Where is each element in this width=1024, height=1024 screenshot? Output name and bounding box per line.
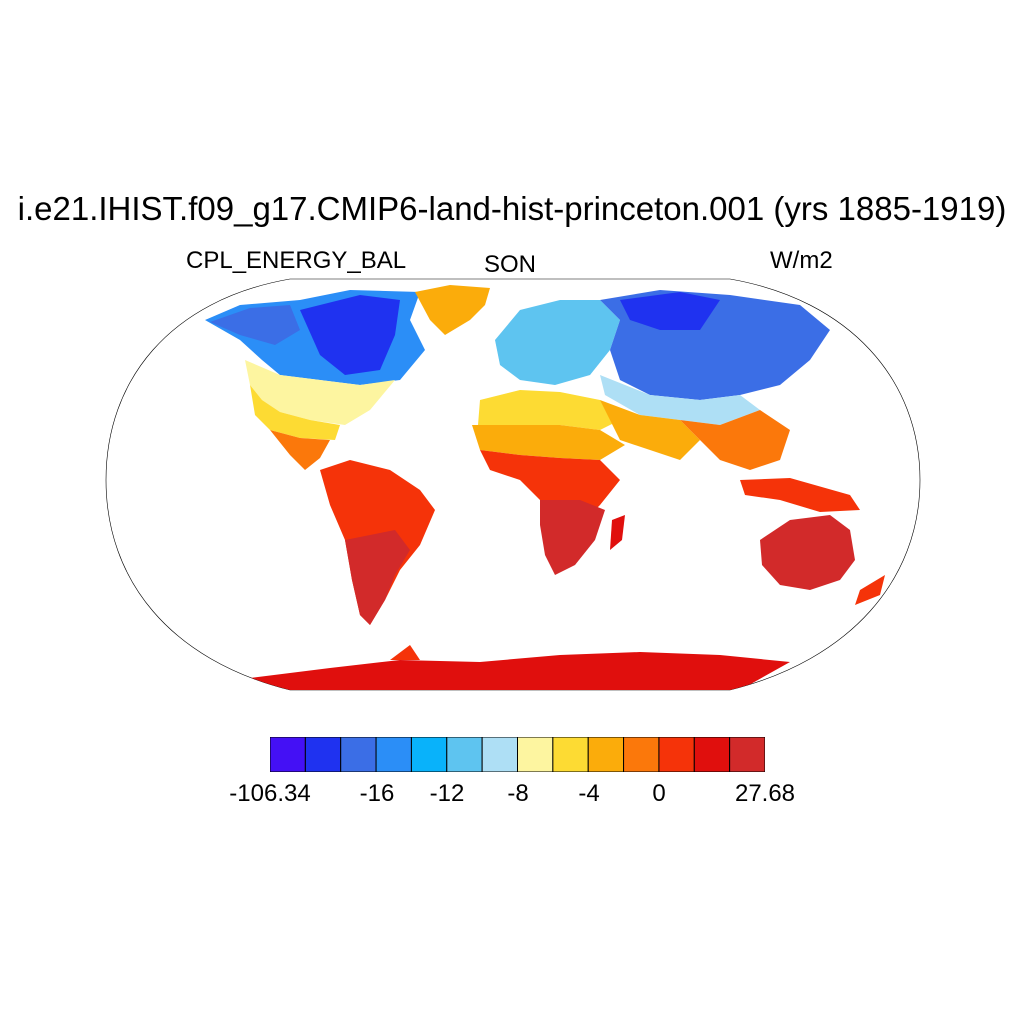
region-usa-south xyxy=(250,385,340,440)
region-sahara xyxy=(472,425,625,460)
colorbar-swatch xyxy=(658,736,695,773)
colorbar-swatch xyxy=(304,736,342,773)
colorbar-swatch xyxy=(410,736,448,773)
colorbar-tick-label: -8 xyxy=(507,780,529,807)
colorbar-swatch xyxy=(552,736,589,773)
colorbar-swatches xyxy=(269,736,766,773)
colorbar-swatch xyxy=(517,736,554,773)
season-label: SON xyxy=(484,251,537,278)
region-central-america xyxy=(270,430,330,470)
colorbar-tick-label: -16 xyxy=(359,780,395,807)
region-south-america-south xyxy=(345,530,410,625)
colorbar-tick-label: -4 xyxy=(578,780,600,807)
colorbar-swatch xyxy=(446,736,483,773)
region-europe xyxy=(495,300,620,385)
colorbar xyxy=(269,736,766,773)
variable-label: CPL_ENERGY_BAL xyxy=(186,247,407,274)
region-antarctica-peninsula xyxy=(390,645,420,660)
colorbar-tick-label: 27.68 xyxy=(734,780,796,807)
region-indonesia xyxy=(740,478,860,512)
colorbar-swatch xyxy=(481,736,518,773)
colorbar-swatch xyxy=(375,736,412,773)
colorbar-swatch xyxy=(693,736,731,773)
plot-title: i.e21.IHIST.f09_g17.CMIP6-land-hist-prin… xyxy=(17,190,1007,227)
colorbar-tick-label: -106.34 xyxy=(229,780,311,807)
region-hudson-core xyxy=(300,295,400,375)
colorbar-swatch xyxy=(587,736,625,773)
region-usa xyxy=(245,360,395,425)
region-greenland xyxy=(415,285,490,335)
region-southern-africa xyxy=(540,500,605,575)
region-antarctica xyxy=(250,652,790,690)
colorbar-swatch xyxy=(623,736,660,773)
colorbar-tick-label: 0 xyxy=(652,780,666,807)
colorbar-tick-label: -12 xyxy=(429,780,465,807)
colorbar-swatch xyxy=(340,736,377,773)
colorbar-swatch xyxy=(269,736,306,773)
units-label: W/m2 xyxy=(770,247,833,274)
region-canada-north xyxy=(210,305,300,345)
colorbar-swatch xyxy=(729,736,766,773)
region-siberia-core xyxy=(620,292,720,330)
region-australia xyxy=(760,515,855,590)
region-india-se-asia xyxy=(680,410,790,470)
region-new-zealand xyxy=(855,575,885,605)
region-central-asia xyxy=(600,375,760,425)
region-middle-east xyxy=(600,400,700,460)
region-madagascar xyxy=(610,515,625,550)
region-north-africa xyxy=(478,390,620,430)
